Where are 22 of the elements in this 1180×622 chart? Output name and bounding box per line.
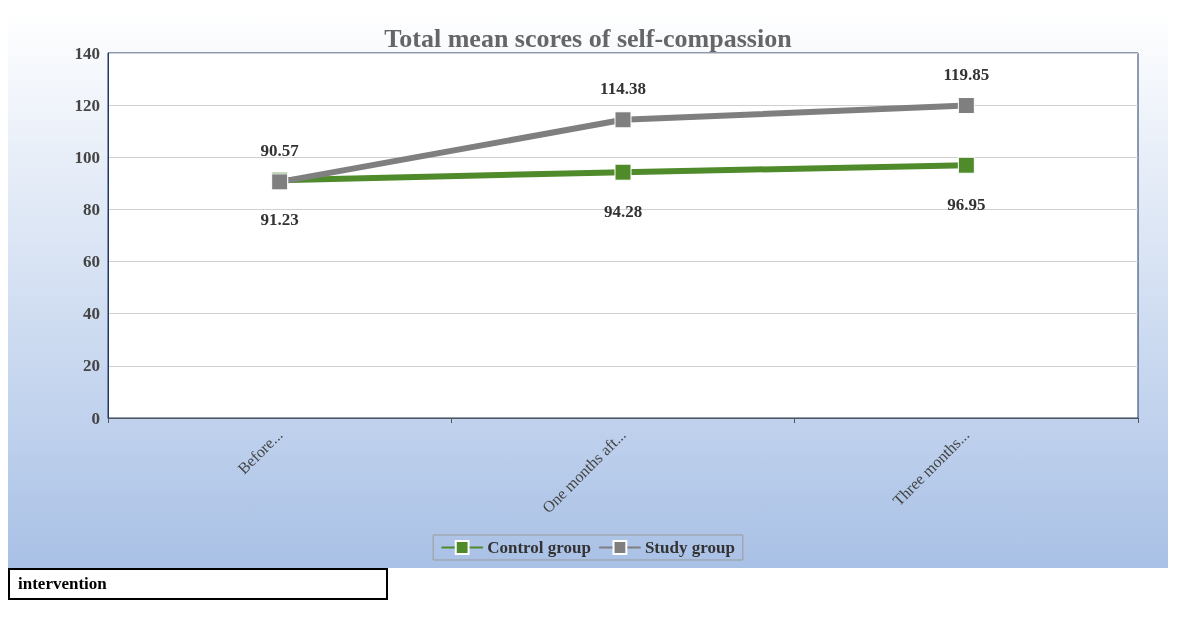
point (957, 156, 975, 174)
y-tick-label: 0 (91, 408, 100, 428)
y-tick-label: 120 (74, 95, 100, 115)
data-label: 96.95 (947, 194, 986, 214)
legend-label: Study group (644, 538, 735, 557)
data-label: 119.85 (943, 65, 990, 85)
y-tick-label: 140 (74, 43, 100, 63)
y-tick-label: 20 (83, 356, 100, 376)
data-label: 114.38 (600, 79, 646, 99)
point (614, 111, 632, 129)
y-tick-label: 100 (74, 147, 100, 167)
y-tick-label: 60 (83, 252, 100, 272)
text: intervention (8, 568, 388, 600)
y-tick-label: 40 (83, 304, 100, 324)
point (614, 163, 632, 181)
data-label: 90.57 (260, 141, 300, 161)
data-label: 91.23 (260, 209, 299, 229)
data-label: 94.28 (603, 201, 643, 221)
point (957, 97, 975, 115)
legend-label: Control group (487, 538, 591, 557)
y-tick-label: 80 (83, 199, 100, 219)
chart-title: Total mean scores of self-compassion (384, 23, 793, 53)
